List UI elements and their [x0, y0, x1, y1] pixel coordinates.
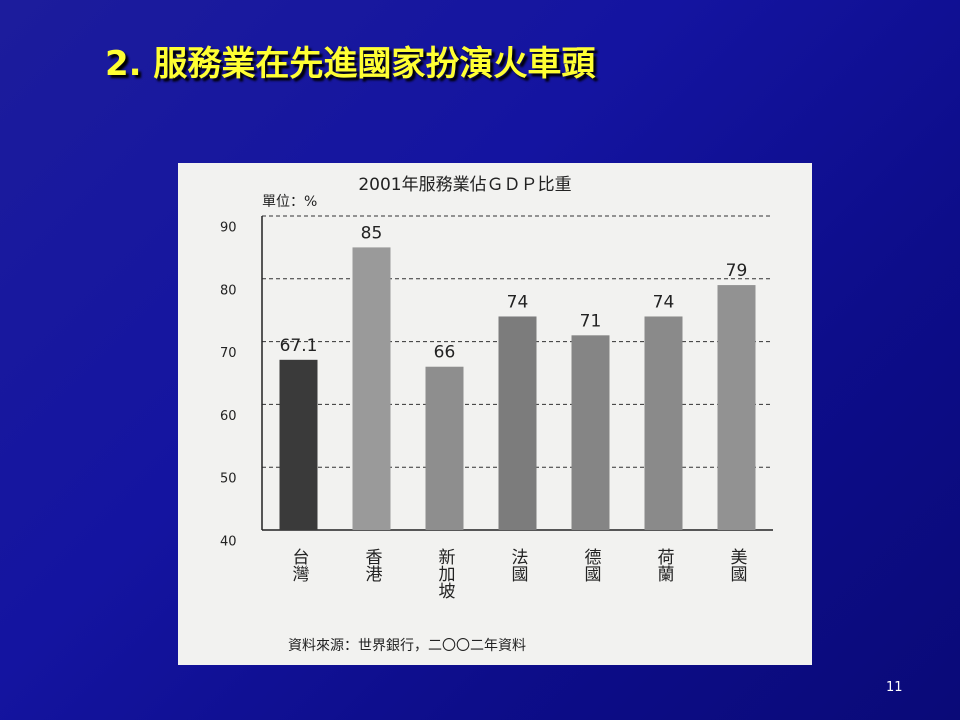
source-note: 資料來源：世界銀行，二〇〇二年資料: [288, 638, 526, 654]
x-tick-label: 荷蘭: [654, 548, 675, 582]
bar: [498, 316, 537, 530]
x-tick-label: 法國: [508, 548, 529, 582]
bar: [717, 285, 756, 530]
slide-title: 2. 服務業在先進國家扮演火車頭: [105, 44, 596, 84]
x-tick-label: 美國: [727, 548, 748, 582]
x-tick-label: 香港: [362, 548, 383, 582]
x-tick-label: 台灣: [289, 548, 310, 582]
y-tick-label: 60: [220, 409, 237, 424]
chart-panel: [178, 163, 812, 665]
value-label: 85: [361, 223, 383, 243]
x-tick-label: 德國: [581, 548, 602, 582]
y-tick-label: 80: [220, 283, 237, 298]
bar: [352, 247, 391, 530]
chart-title: 2001年服務業佔ＧＤＰ比重: [358, 175, 571, 195]
unit-label: 單位：%: [262, 194, 317, 210]
value-label: 66: [434, 343, 456, 363]
y-tick-label: 90: [220, 221, 237, 236]
bar: [425, 366, 464, 530]
value-label: 71: [580, 311, 602, 331]
bar: [644, 316, 683, 530]
value-label: 79: [726, 261, 748, 281]
value-label: 74: [507, 292, 529, 312]
y-tick-label: 40: [220, 535, 237, 550]
y-tick-label: 70: [220, 346, 237, 361]
bar: [571, 335, 610, 530]
y-tick-label: 50: [220, 472, 237, 487]
value-label: 67.1: [280, 336, 318, 356]
bar: [279, 359, 318, 530]
value-label: 74: [653, 292, 675, 312]
page-number: 11: [886, 680, 903, 695]
x-tick-label: 新加坡: [435, 548, 456, 599]
